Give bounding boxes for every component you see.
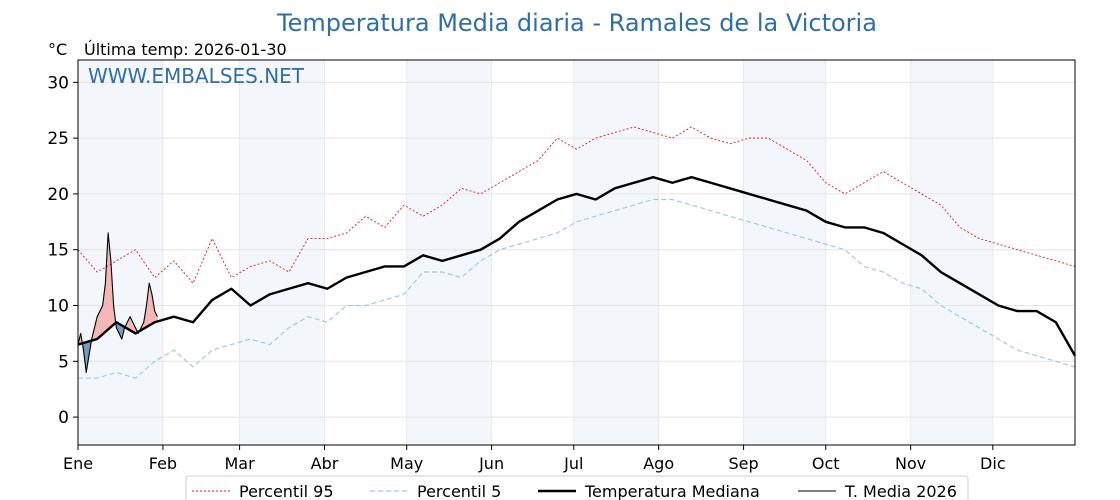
month-band (78, 60, 163, 445)
plot-area: 0 5 10 15 20 25 30 Ene Feb Mar Abr May Jun Jul Ago Sep O… (47, 59, 1077, 473)
anomaly-warm-fill (132, 322, 136, 334)
legend-label: Percentil 5 (417, 482, 501, 500)
x-tick-label: Dic (980, 454, 1006, 473)
anomaly-warm-fill (102, 283, 106, 335)
series-line-0 (77, 126, 1076, 284)
month-band (239, 60, 325, 445)
x-tick-label: Jul (563, 454, 583, 473)
y-tick-label: 15 (47, 241, 69, 261)
x-tick-label: Nov (895, 454, 926, 473)
legend-box (185, 475, 969, 500)
x-tick-label: Abr (311, 454, 339, 473)
anomaly-warm-fill (154, 311, 158, 323)
anomaly-cold-fill (119, 323, 122, 339)
x-tick-label: Oct (812, 454, 840, 473)
x-tick-label: Ene (63, 454, 93, 473)
y-unit-label: °C (48, 40, 67, 59)
series-line-3 (77, 232, 158, 374)
legend-label: T. Media 2026 (844, 482, 957, 500)
legend-label: Temperatura Mediana (584, 482, 760, 500)
y-tick-label: 20 (47, 185, 69, 205)
anomaly-warm-fill (97, 311, 100, 339)
y-tick-label: 0 (58, 408, 69, 428)
anomaly-cold-fill (86, 341, 89, 373)
x-tick-label: Sep (729, 454, 759, 473)
plot-frame (77, 59, 1076, 446)
month-band (743, 60, 826, 445)
anomaly-warm-fill (99, 305, 103, 337)
anomaly-warm-fill (127, 316, 131, 331)
month-band (573, 60, 659, 445)
y-tick-label: 5 (58, 352, 69, 372)
y-tick-label: 25 (47, 129, 69, 149)
anomaly-cold-fill (116, 322, 120, 334)
month-band (910, 60, 993, 445)
x-tick-label: Jun (478, 454, 504, 473)
anomaly-warm-fill (146, 283, 150, 328)
watermark: WWW.EMBALSES.NET (88, 64, 305, 88)
anomaly-warm-fill (105, 232, 109, 332)
month-band (406, 60, 492, 445)
y-tick-label: 10 (47, 297, 69, 317)
series-line-2 (77, 175, 1077, 357)
x-tick-label: Ago (643, 454, 674, 473)
legend: Percentil 95 Percentil 5 Temperatura Media… (185, 475, 969, 500)
anomaly-warm-fill (94, 316, 98, 340)
legend-label: Percentil 95 (239, 482, 334, 500)
x-tick-label: Mar (225, 454, 256, 473)
anomaly-warm-fill (130, 316, 133, 332)
anomaly-warm-fill (80, 333, 84, 351)
x-tick-label: May (390, 454, 423, 473)
last-temp-label: Última temp: 2026-01-30 (84, 40, 287, 59)
series-line-1 (78, 198, 1076, 379)
x-tick-label: Feb (149, 454, 177, 473)
chart-title: Temperatura Media diaria - Ramales de la… (276, 9, 877, 37)
y-tick-label: 30 (47, 73, 69, 93)
